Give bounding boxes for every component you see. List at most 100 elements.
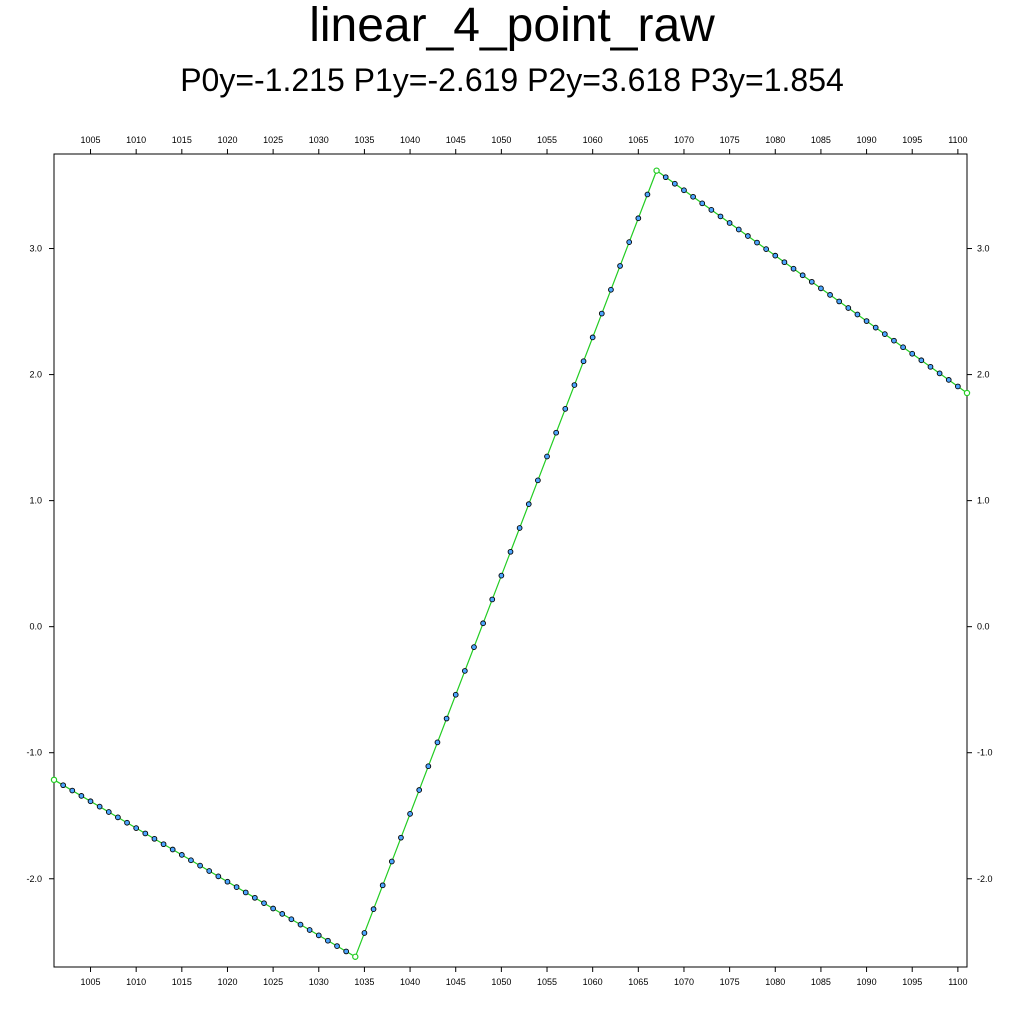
y-tick-label-left: 2.0 — [29, 370, 42, 380]
data-point — [562, 406, 569, 412]
data-point — [379, 882, 386, 889]
x-tick-label-bottom: 1080 — [765, 977, 785, 987]
data-point — [644, 191, 651, 198]
x-tick-label-bottom: 1035 — [354, 977, 374, 987]
data-point — [160, 841, 167, 848]
x-tick-label-bottom: 1015 — [172, 977, 192, 987]
x-tick-label-top: 1025 — [263, 135, 283, 145]
y-tick-label-right: -1.0 — [977, 748, 993, 758]
x-tick-label-bottom: 1095 — [902, 977, 922, 987]
data-point — [315, 932, 322, 939]
x-tick-label-top: 1015 — [172, 135, 192, 145]
control-point — [352, 953, 359, 960]
y-tick-label-left: -1.0 — [26, 748, 42, 758]
data-point — [754, 239, 760, 246]
x-tick-label-bottom: 1050 — [491, 977, 511, 987]
axis-ticks: 1005 1005 1010 1010 1015 1015 1020 1020 1025 1025… — [26, 135, 992, 987]
data-point — [598, 310, 605, 317]
chart-subtitle: P0y=-1.215 P1y=-2.619 P2y=3.618 P3y=1.85… — [180, 62, 844, 98]
data-point — [608, 286, 614, 293]
data-point — [498, 572, 505, 579]
data-point — [708, 207, 715, 213]
x-tick-label-bottom: 1025 — [263, 977, 283, 987]
data-point — [900, 344, 906, 351]
data-point — [818, 285, 824, 292]
data-point — [918, 357, 925, 364]
data-point — [252, 894, 258, 901]
y-tick-label-left: 3.0 — [29, 244, 42, 254]
data-point — [671, 180, 678, 187]
data-point — [507, 548, 514, 555]
x-tick-label-top: 1085 — [811, 135, 831, 145]
data-point — [270, 905, 276, 912]
data-point — [334, 943, 340, 949]
x-tick-label-top: 1090 — [857, 135, 877, 145]
x-tick-label-top: 1095 — [902, 135, 922, 145]
data-point — [388, 858, 395, 865]
data-point — [580, 358, 587, 365]
data-point — [681, 187, 687, 194]
x-tick-label-top: 1010 — [126, 135, 146, 145]
x-tick-label-bottom: 1030 — [309, 977, 329, 987]
data-point — [726, 220, 733, 226]
data-point — [544, 453, 550, 460]
data-point — [525, 501, 532, 508]
data-point — [60, 782, 66, 789]
x-tick-label-bottom: 1065 — [628, 977, 648, 987]
data-point — [343, 948, 350, 955]
x-tick-label-bottom: 1010 — [126, 977, 146, 987]
data-point — [242, 889, 249, 896]
y-tick-label-right: 1.0 — [977, 496, 990, 506]
data-point — [416, 787, 423, 793]
x-tick-label-top: 1030 — [309, 135, 329, 145]
data-point — [745, 233, 751, 239]
x-tick-label-bottom: 1070 — [674, 977, 694, 987]
data-point — [224, 878, 231, 885]
x-tick-label-top: 1070 — [674, 135, 694, 145]
data-point — [261, 900, 267, 907]
x-tick-label-top: 1045 — [446, 135, 466, 145]
data-point — [699, 200, 706, 207]
x-tick-label-top: 1005 — [81, 135, 101, 145]
data-point — [808, 278, 815, 285]
x-tick-label-top: 1035 — [354, 135, 374, 145]
data-point — [845, 305, 852, 311]
data-point — [452, 691, 459, 698]
data-point — [927, 363, 934, 370]
data-point — [407, 811, 413, 817]
y-tick-label-left: 0.0 — [29, 622, 42, 632]
data-point — [863, 318, 870, 324]
x-tick-label-top: 1075 — [720, 135, 740, 145]
data-point — [105, 809, 112, 815]
x-tick-label-top: 1065 — [628, 135, 648, 145]
data-point — [781, 259, 788, 266]
x-tick-label-bottom: 1090 — [857, 977, 877, 987]
data-point — [188, 857, 194, 864]
data-point — [589, 334, 596, 341]
data-point — [78, 793, 85, 799]
data-point — [955, 383, 961, 390]
data-point — [489, 596, 496, 603]
data-point — [480, 620, 486, 627]
series-line-path — [53, 169, 968, 958]
data-point — [790, 265, 797, 272]
data-point — [279, 911, 286, 917]
x-tick-label-bottom: 1085 — [811, 977, 831, 987]
data-point — [626, 239, 633, 245]
data-point — [936, 370, 943, 377]
x-tick-label-bottom: 1040 — [400, 977, 420, 987]
data-point — [142, 830, 149, 837]
data-point — [772, 252, 779, 259]
series-line — [53, 169, 968, 958]
data-point — [763, 246, 769, 252]
y-tick-label-right: 3.0 — [977, 244, 990, 254]
series-points — [50, 167, 971, 960]
data-point — [854, 311, 861, 318]
y-tick-label-right: 0.0 — [977, 622, 990, 632]
data-point — [827, 292, 833, 298]
x-tick-label-bottom: 1020 — [217, 977, 237, 987]
data-point — [909, 350, 916, 357]
x-tick-label-top: 1055 — [537, 135, 557, 145]
data-point — [434, 739, 441, 746]
